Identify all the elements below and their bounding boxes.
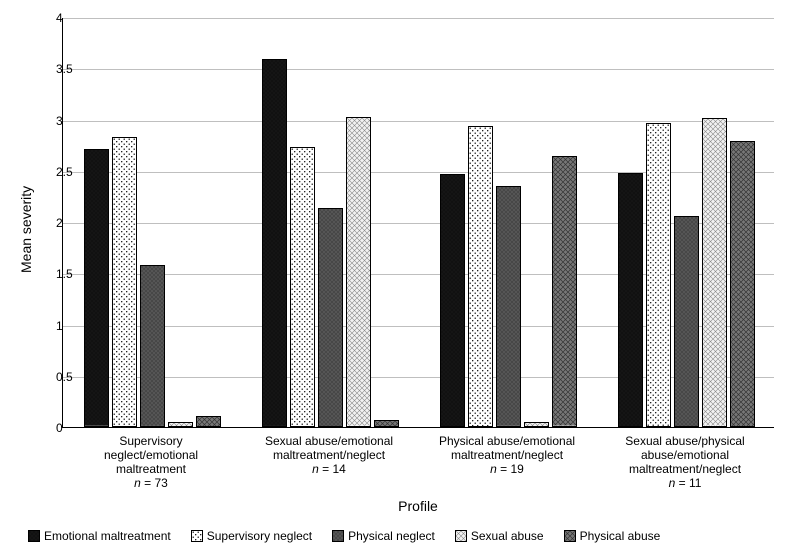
gridline (63, 69, 774, 70)
bar (290, 147, 315, 427)
category-n-label: n = 19 (418, 462, 596, 476)
bar (440, 174, 465, 427)
legend-swatch (332, 530, 344, 542)
gridline (63, 18, 774, 19)
legend-item: Emotional maltreatment (28, 528, 171, 543)
bar (168, 422, 193, 427)
bar (374, 420, 399, 427)
category-label: Sexual abuse/physical abuse/emotional ma… (596, 434, 774, 490)
bar (552, 156, 577, 427)
bar (702, 118, 727, 427)
bar (346, 117, 371, 427)
category-label: Supervisory neglect/emotional maltreatme… (62, 434, 240, 490)
bar (112, 137, 137, 427)
bar (674, 216, 699, 427)
legend-label: Sexual abuse (471, 529, 544, 543)
legend-item: Sexual abuse (455, 528, 544, 543)
category-label: Physical abuse/emotional maltreatment/ne… (418, 434, 596, 476)
legend-swatch (28, 530, 40, 542)
category-n-label: n = 11 (596, 476, 774, 490)
bar (196, 416, 221, 427)
bar (262, 59, 287, 427)
legend: Emotional maltreatment Supervisory neglec… (28, 528, 680, 543)
gridline (63, 121, 774, 122)
legend-label: Supervisory neglect (207, 529, 312, 543)
legend-swatch (455, 530, 467, 542)
legend-label: Physical neglect (348, 529, 435, 543)
legend-item: Supervisory neglect (191, 528, 312, 543)
bar (730, 141, 755, 427)
legend-item: Physical abuse (564, 528, 661, 543)
legend-swatch (564, 530, 576, 542)
y-axis-label: Mean severity (18, 186, 34, 273)
category-n-label: n = 73 (62, 476, 240, 490)
bar (84, 149, 109, 427)
legend-item: Physical neglect (332, 528, 435, 543)
bar (318, 208, 343, 427)
bar (496, 186, 521, 427)
bar (646, 123, 671, 427)
bar (468, 126, 493, 427)
plot-area (62, 18, 774, 428)
category-n-label: n = 14 (240, 462, 418, 476)
legend-label: Physical abuse (580, 529, 661, 543)
category-label: Sexual abuse/emotional maltreatment/negl… (240, 434, 418, 476)
legend-label: Emotional maltreatment (44, 529, 171, 543)
bar (524, 422, 549, 427)
bar (618, 173, 643, 427)
chart-container: Mean severity Profile Emotional maltreat… (0, 0, 800, 556)
legend-swatch (191, 530, 203, 542)
x-axis-label: Profile (62, 498, 774, 514)
bar (140, 265, 165, 427)
